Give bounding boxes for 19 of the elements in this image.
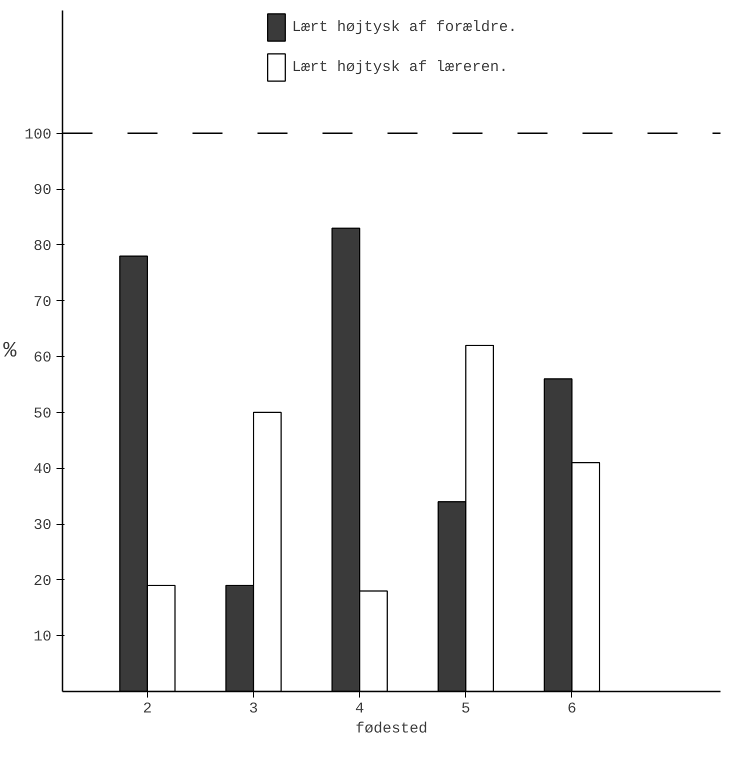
y-tick-label: 60	[33, 350, 52, 367]
x-tick-label: 4	[355, 700, 364, 718]
x-axis-title: fødested	[355, 720, 428, 738]
y-tick-label: 100	[24, 126, 52, 144]
x-tick-label: 5	[461, 700, 470, 718]
y-tick-label: 10	[33, 628, 52, 646]
x-tick-label: 6	[567, 700, 576, 718]
legend-label: Lært højtysk af læreren.	[292, 58, 508, 76]
y-tick-label: 30	[33, 517, 52, 534]
legend-label: Lært højtysk af forældre.	[292, 18, 518, 36]
y-tick-label: 40	[33, 461, 52, 478]
y-tick-label: 70	[33, 294, 52, 311]
x-tick-label: 2	[142, 700, 152, 718]
x-tick-label: 3	[249, 700, 258, 718]
y-tick-label: 50	[33, 405, 52, 422]
y-tick-label: 90	[33, 182, 52, 200]
y-tick-label: 20	[33, 572, 52, 590]
y-tick-label: 80	[33, 238, 52, 255]
y-axis-title: %	[3, 338, 18, 364]
